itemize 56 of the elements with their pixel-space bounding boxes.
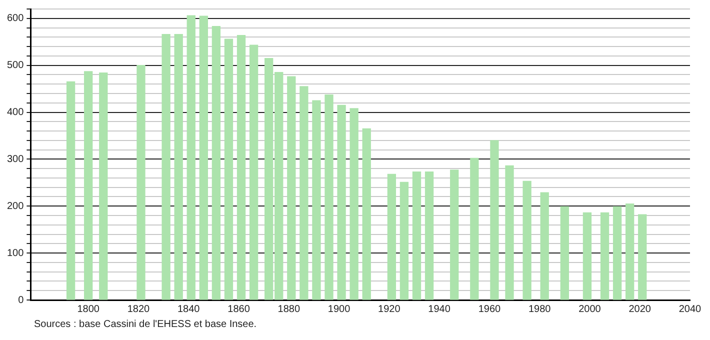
- y-tick-label: 400: [6, 107, 24, 118]
- x-tick-label: 1800: [77, 304, 100, 315]
- y-tick-label: 600: [6, 13, 24, 24]
- y-tick-label: 200: [6, 200, 24, 212]
- bar: [249, 44, 258, 300]
- bar: [470, 158, 479, 300]
- bar: [522, 180, 532, 300]
- x-tick-label: 1980: [528, 304, 552, 315]
- bar: [162, 34, 170, 300]
- bar: [212, 26, 221, 300]
- bar: [560, 206, 569, 300]
- bar: [174, 34, 183, 300]
- y-tick-label: 0: [18, 294, 24, 306]
- bar: [337, 104, 346, 300]
- y-tick-label: 100: [6, 248, 24, 259]
- bar: [350, 108, 358, 300]
- bar: [600, 212, 610, 300]
- bar: [400, 182, 409, 300]
- bar: [582, 212, 592, 300]
- x-tick-label: 1860: [228, 304, 250, 315]
- bar: [505, 165, 514, 300]
- bar: [324, 94, 334, 300]
- bar: [99, 72, 108, 300]
- x-tick-label: 1940: [428, 304, 451, 315]
- bar: [287, 76, 296, 300]
- bar: [66, 81, 76, 300]
- bar: [540, 192, 549, 300]
- bar: [424, 172, 434, 300]
- x-tick-label: 2000: [578, 304, 602, 315]
- bar: [236, 34, 246, 300]
- bar: [638, 214, 647, 300]
- bar: [387, 174, 396, 300]
- bar: [300, 86, 308, 300]
- bar: [312, 100, 321, 300]
- bar: [450, 170, 459, 300]
- x-tick-label: 1920: [378, 304, 401, 315]
- bar: [84, 71, 93, 300]
- bar: [412, 172, 422, 300]
- y-tick-label: 300: [6, 154, 24, 165]
- bar: [136, 64, 146, 300]
- bar: [199, 16, 208, 300]
- bar: [612, 206, 622, 300]
- bar: [490, 140, 499, 300]
- source-note: Sources : base Cassini de l'EHESS et base Insee.: [34, 319, 257, 330]
- bar: [362, 128, 371, 300]
- x-tick-label: 2020: [628, 304, 652, 315]
- x-tick-label: 1900: [328, 304, 351, 315]
- x-tick-label: 1840: [177, 304, 200, 315]
- y-tick-label: 500: [6, 60, 24, 72]
- x-tick-label: 1880: [278, 304, 300, 315]
- x-tick-label: 1820: [127, 304, 150, 315]
- bar: [626, 203, 634, 300]
- bar: [224, 38, 234, 300]
- x-tick-label: 2040: [678, 304, 702, 315]
- x-tick-label: 1960: [478, 304, 502, 315]
- bar: [186, 15, 196, 300]
